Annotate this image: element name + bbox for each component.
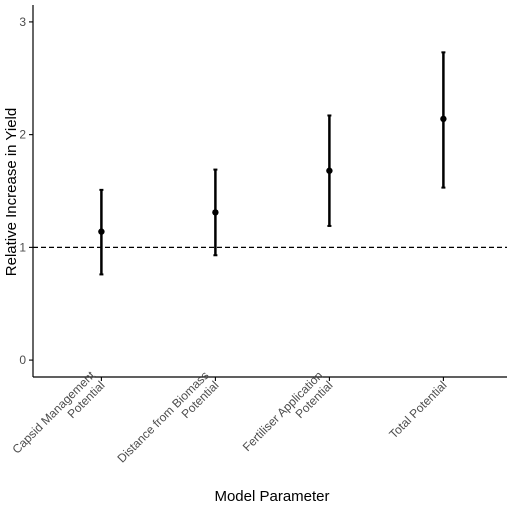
- data-point: [98, 228, 105, 235]
- y-axis-title: Relative Increase in Yield: [3, 108, 20, 276]
- data-point: [326, 167, 333, 174]
- x-tick-label: Total Potential: [386, 378, 449, 441]
- marks-layer: [98, 51, 447, 276]
- x-tick-label-line: Total Potential: [386, 378, 449, 441]
- x-tick-label: Capsid ManagementPotential: [9, 368, 108, 467]
- data-point: [212, 209, 219, 216]
- y-tick-label: 2: [19, 128, 26, 142]
- x-axis-title: Model Parameter: [214, 488, 329, 505]
- y-tick-label: 0: [19, 353, 26, 367]
- axes-layer: 0 1 2 3 Capsid ManagementPotential Distance f…: [9, 5, 507, 475]
- x-tick-label-line: Fertiliser Application: [240, 368, 326, 454]
- x-tick-label-line: Distance from Biomass: [114, 368, 211, 465]
- x-tick-label: Distance from BiomassPotential: [114, 368, 221, 475]
- x-tick-label: Fertiliser ApplicationPotential: [240, 368, 336, 464]
- y-tick-label: 1: [19, 240, 26, 254]
- data-point: [440, 115, 447, 123]
- y-tick-label: 3: [19, 15, 26, 29]
- x-tick-label-line: Capsid Management: [9, 368, 98, 457]
